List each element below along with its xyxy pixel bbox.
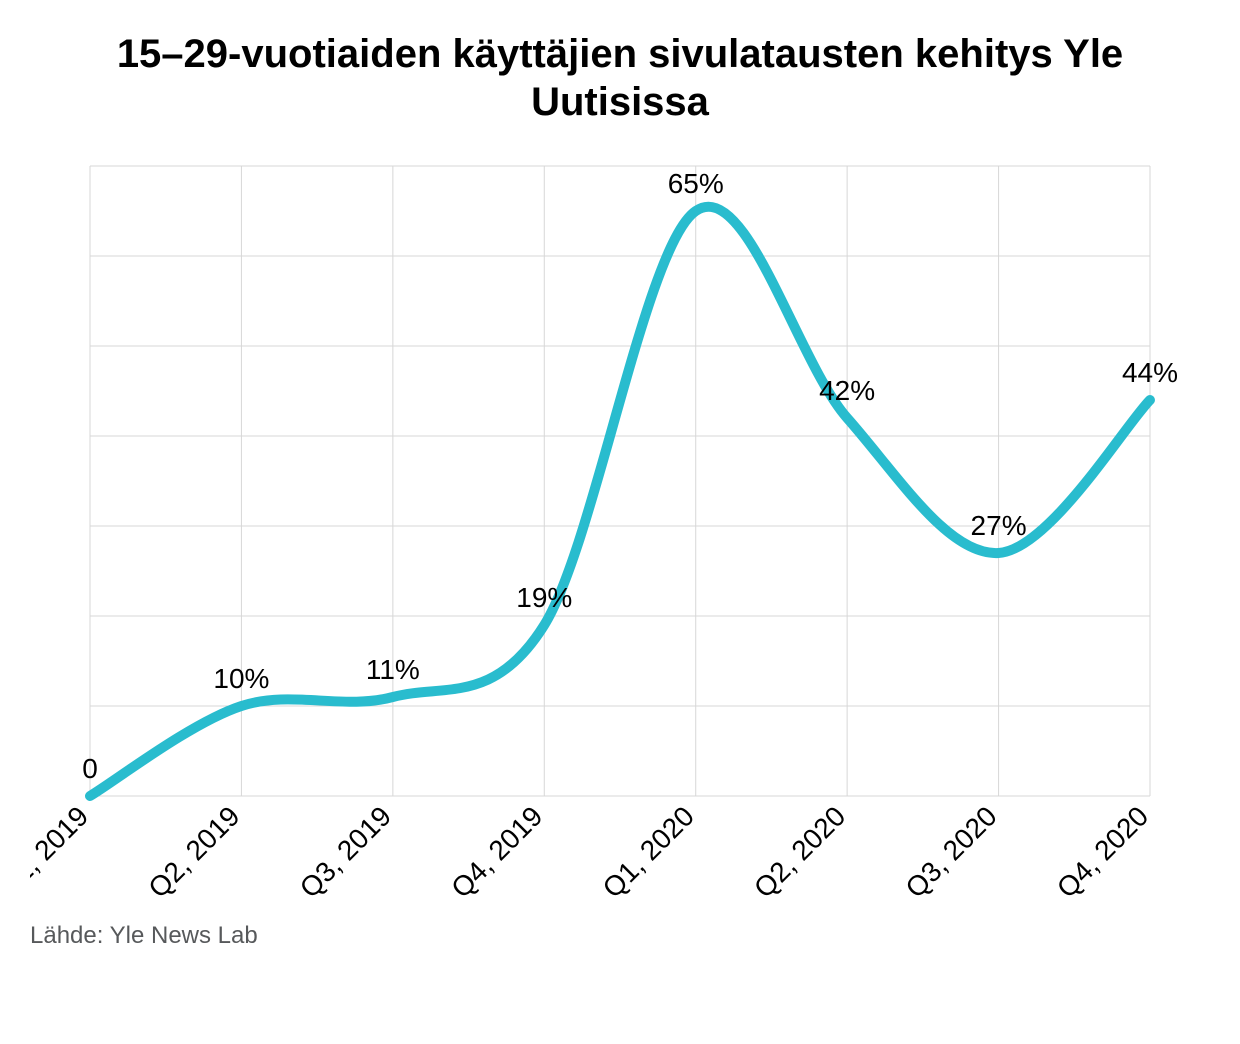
source-label: Lähde: Yle News Lab	[30, 922, 1210, 950]
x-axis-label: Q3, 2019	[294, 800, 397, 903]
data-point-label: 27%	[971, 510, 1027, 541]
x-axis-label: Q4, 2020	[1051, 800, 1154, 903]
x-axis-label: Q4, 2019	[445, 800, 548, 903]
data-point-label: 10%	[213, 663, 269, 694]
data-point-label: 42%	[819, 375, 875, 406]
data-point-label: 44%	[1122, 357, 1178, 388]
chart-container: 15–29-vuotiaiden käyttäjien sivulatauste…	[0, 0, 1240, 1044]
data-point-label: 19%	[516, 582, 572, 613]
data-point-label: 11%	[366, 654, 420, 685]
x-axis-label: Q1, 2020	[597, 800, 700, 903]
data-line	[90, 207, 1150, 796]
data-point-label: 0	[82, 753, 98, 784]
chart-plot-area: 0 10% 11% 19% 65% 42% 27% 44% Q1, 2019 Q2, 2019 Q3…	[30, 156, 1210, 916]
line-chart-svg: 0 10% 11% 19% 65% 42% 27% 44% Q1, 2019 Q2, 2019 Q3…	[30, 156, 1210, 916]
x-axis-label: Q3, 2020	[899, 800, 1002, 903]
x-axis-label: Q2, 2020	[748, 800, 851, 903]
x-axis-label: Q1, 2019	[30, 800, 94, 903]
data-point-label: 65%	[668, 168, 724, 199]
chart-title: 15–29-vuotiaiden käyttäjien sivulatauste…	[30, 30, 1210, 126]
x-axis-label: Q2, 2019	[142, 800, 245, 903]
